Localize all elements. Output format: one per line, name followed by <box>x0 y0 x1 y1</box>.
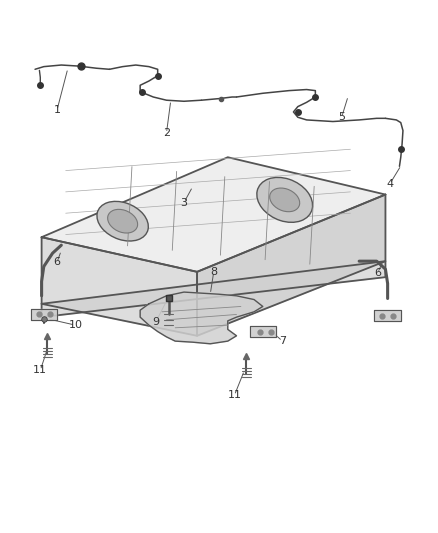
Text: 9: 9 <box>152 318 159 327</box>
Text: 6: 6 <box>53 257 60 267</box>
Ellipse shape <box>108 209 138 233</box>
Polygon shape <box>197 195 385 336</box>
Text: 10: 10 <box>68 320 82 330</box>
Text: 11: 11 <box>227 391 241 400</box>
Text: 7: 7 <box>279 336 286 346</box>
Text: 3: 3 <box>180 198 187 207</box>
Text: 2: 2 <box>163 128 170 138</box>
Polygon shape <box>42 261 385 317</box>
Text: 5: 5 <box>338 112 345 122</box>
Text: 4: 4 <box>386 179 393 189</box>
Text: 6: 6 <box>374 268 381 278</box>
Polygon shape <box>42 157 385 272</box>
Ellipse shape <box>270 188 300 212</box>
Text: 1: 1 <box>53 106 60 115</box>
Text: 8: 8 <box>210 267 217 277</box>
Polygon shape <box>42 237 197 336</box>
Polygon shape <box>374 310 401 321</box>
Ellipse shape <box>257 177 313 222</box>
Polygon shape <box>140 292 263 344</box>
Text: 11: 11 <box>33 366 47 375</box>
Polygon shape <box>250 326 276 337</box>
Ellipse shape <box>97 201 148 241</box>
Polygon shape <box>31 309 57 320</box>
